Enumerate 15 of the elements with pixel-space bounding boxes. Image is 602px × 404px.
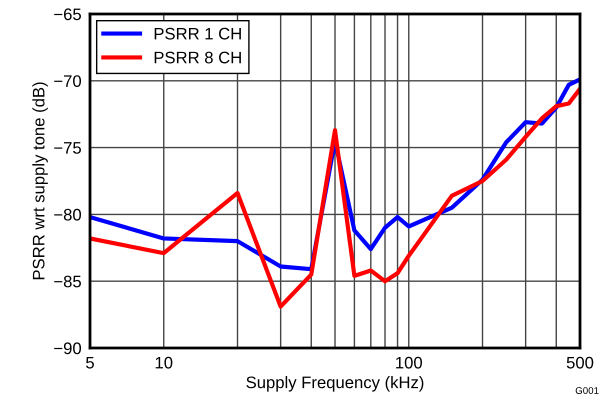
y-tick-label: −85 xyxy=(54,276,81,288)
text: G001 xyxy=(576,387,599,394)
y-tick-label: −75 xyxy=(54,142,81,154)
x-tick-label: 5 xyxy=(86,356,94,369)
y-tick-label: −65 xyxy=(54,8,81,20)
y-tick-label: −70 xyxy=(54,75,82,88)
x-tick-label: 500 xyxy=(566,356,594,369)
y-axis-title: PSRR wrt supply tone (dB) xyxy=(32,82,48,280)
x-tick-label: 10 xyxy=(156,356,172,369)
y-tick-label: −80 xyxy=(54,208,82,221)
y-tick-label: −90 xyxy=(54,342,82,354)
x-tick-label: 100 xyxy=(396,356,422,369)
legend-label: PSRR 1 CH xyxy=(154,28,241,40)
legend-label: PSRR 8 CH xyxy=(154,52,241,64)
x-axis-title: Supply Frequency (kHz) xyxy=(246,376,424,392)
